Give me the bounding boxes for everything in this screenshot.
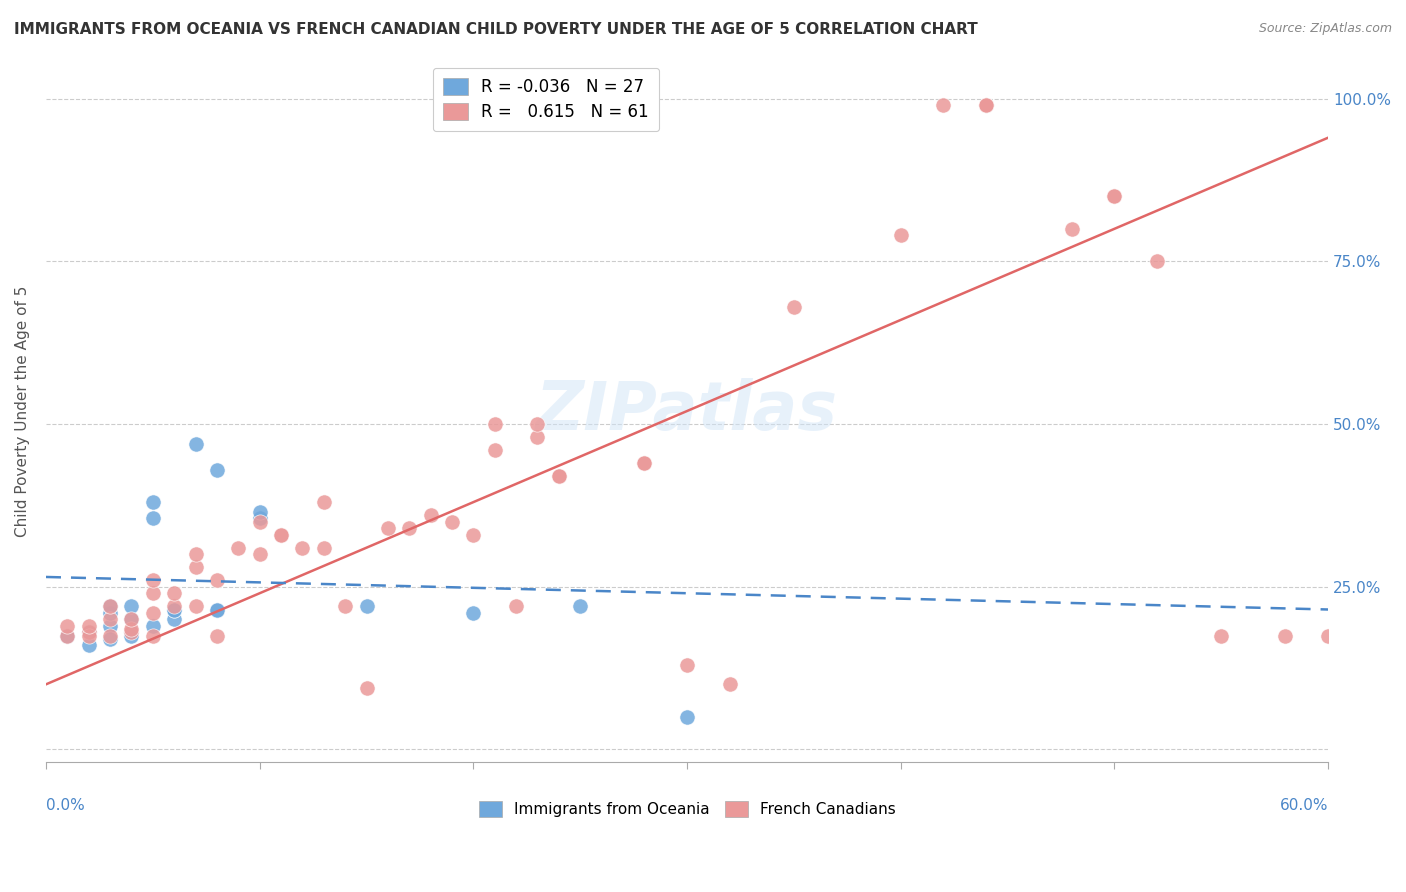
Point: [142, 606, 165, 620]
Point: [440, 515, 463, 529]
Point: [1317, 628, 1340, 642]
Point: [718, 677, 741, 691]
Text: 60.0%: 60.0%: [1279, 798, 1329, 814]
Legend: Immigrants from Oceania, French Canadians: Immigrants from Oceania, French Canadian…: [471, 794, 903, 825]
Point: [142, 619, 165, 633]
Point: [56, 628, 79, 642]
Point: [205, 573, 228, 587]
Point: [633, 456, 655, 470]
Point: [526, 417, 548, 431]
Point: [356, 681, 378, 695]
Point: [205, 602, 228, 616]
Text: ZIPatlas: ZIPatlas: [536, 378, 838, 444]
Point: [377, 521, 399, 535]
Point: [569, 599, 592, 614]
Point: [676, 710, 699, 724]
Point: [270, 527, 292, 541]
Point: [974, 98, 997, 112]
Point: [205, 462, 228, 476]
Point: [890, 228, 912, 243]
Point: [77, 619, 100, 633]
Point: [56, 619, 79, 633]
Point: [98, 628, 121, 642]
Point: [312, 541, 335, 555]
Point: [98, 599, 121, 614]
Point: [98, 606, 121, 620]
Point: [142, 495, 165, 509]
Text: IMMIGRANTS FROM OCEANIA VS FRENCH CANADIAN CHILD POVERTY UNDER THE AGE OF 5 CORR: IMMIGRANTS FROM OCEANIA VS FRENCH CANADI…: [14, 22, 977, 37]
Point: [633, 456, 655, 470]
Point: [163, 602, 186, 616]
Point: [120, 628, 142, 642]
Point: [249, 515, 271, 529]
Point: [484, 417, 506, 431]
Y-axis label: Child Poverty Under the Age of 5: Child Poverty Under the Age of 5: [15, 285, 30, 537]
Point: [98, 599, 121, 614]
Point: [249, 505, 271, 519]
Point: [163, 602, 186, 616]
Point: [974, 98, 997, 112]
Text: Source: ZipAtlas.com: Source: ZipAtlas.com: [1258, 22, 1392, 36]
Point: [142, 573, 165, 587]
Point: [547, 469, 569, 483]
Point: [205, 628, 228, 642]
Point: [205, 602, 228, 616]
Point: [184, 599, 207, 614]
Point: [56, 628, 79, 642]
Point: [120, 625, 142, 640]
Point: [120, 622, 142, 636]
Point: [163, 586, 186, 600]
Point: [98, 632, 121, 646]
Point: [77, 625, 100, 640]
Point: [463, 606, 485, 620]
Point: [463, 527, 485, 541]
Point: [1060, 222, 1083, 236]
Point: [120, 599, 142, 614]
Point: [184, 560, 207, 574]
Point: [77, 638, 100, 652]
Point: [142, 511, 165, 525]
Point: [98, 612, 121, 626]
Point: [1104, 189, 1126, 203]
Point: [526, 430, 548, 444]
Point: [77, 625, 100, 640]
Point: [120, 625, 142, 640]
Point: [356, 599, 378, 614]
Point: [398, 521, 420, 535]
Point: [932, 98, 955, 112]
Point: [184, 436, 207, 450]
Point: [142, 586, 165, 600]
Point: [184, 547, 207, 561]
Point: [783, 300, 806, 314]
Point: [270, 527, 292, 541]
Text: 0.0%: 0.0%: [46, 798, 84, 814]
Point: [1211, 628, 1233, 642]
Point: [163, 612, 186, 626]
Point: [163, 599, 186, 614]
Point: [505, 599, 527, 614]
Point: [226, 541, 249, 555]
Point: [484, 443, 506, 458]
Point: [249, 511, 271, 525]
Point: [1146, 254, 1168, 268]
Point: [249, 547, 271, 561]
Point: [333, 599, 356, 614]
Point: [142, 628, 165, 642]
Point: [547, 469, 569, 483]
Point: [419, 508, 441, 523]
Point: [974, 98, 997, 112]
Point: [120, 612, 142, 626]
Point: [120, 612, 142, 626]
Point: [291, 541, 314, 555]
Point: [312, 495, 335, 509]
Point: [98, 619, 121, 633]
Point: [1104, 189, 1126, 203]
Point: [676, 657, 699, 672]
Point: [77, 628, 100, 642]
Point: [1274, 628, 1296, 642]
